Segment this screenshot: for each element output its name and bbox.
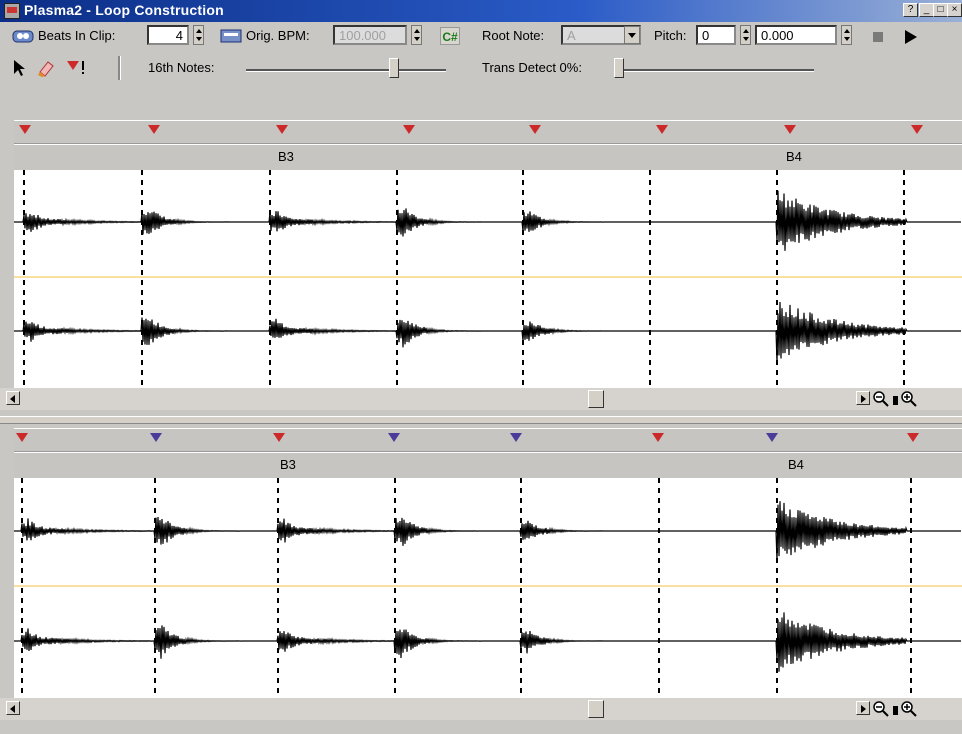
waveform-plot bbox=[14, 170, 962, 388]
stop-icon[interactable] bbox=[873, 32, 883, 42]
scroll-left-button[interactable] bbox=[6, 701, 20, 715]
app-icon[interactable] bbox=[4, 3, 20, 19]
slice-marker[interactable] bbox=[148, 125, 160, 134]
original-waveform-panel: B3 B4 bbox=[14, 120, 962, 388]
scroll-right-button[interactable] bbox=[856, 701, 870, 715]
slice-marker-blue[interactable] bbox=[510, 433, 522, 442]
scroll-thumb[interactable] bbox=[588, 700, 604, 718]
eraser-tool-icon[interactable] bbox=[36, 58, 56, 78]
bar-label: B3 bbox=[280, 457, 296, 472]
slice-marker[interactable] bbox=[529, 125, 541, 134]
bar-label: B4 bbox=[788, 457, 804, 472]
zoom-level-indicator bbox=[893, 706, 898, 715]
marker-tool-icon[interactable] bbox=[66, 59, 88, 77]
processed-waveform-panel: B3 B4 bbox=[14, 428, 962, 698]
slice-marker[interactable] bbox=[16, 433, 28, 442]
slice-marker[interactable] bbox=[656, 125, 668, 134]
root-note-select[interactable]: A bbox=[561, 25, 641, 45]
window-title: Plasma2 - Loop Construction bbox=[24, 2, 224, 18]
beats-in-clip-field[interactable]: 4 bbox=[147, 25, 189, 45]
minimize-button[interactable]: _ bbox=[919, 3, 934, 17]
marker-ruler[interactable]: B3 B4 bbox=[14, 428, 962, 479]
marker-ruler[interactable]: B3 B4 bbox=[14, 120, 962, 171]
toolbar-row-1: Beats In Clip: 4 Orig. BPM: 100.000 C# R… bbox=[0, 22, 962, 52]
pitch-semitones-field[interactable]: 0 bbox=[696, 25, 736, 45]
panel-divider[interactable] bbox=[0, 416, 962, 424]
sixteenth-notes-slider-thumb[interactable] bbox=[389, 58, 399, 78]
slice-marker-blue[interactable] bbox=[766, 433, 778, 442]
slice-marker-blue[interactable] bbox=[150, 433, 162, 442]
waveform-channel bbox=[14, 301, 961, 364]
slice-marker[interactable] bbox=[19, 125, 31, 134]
slice-marker[interactable] bbox=[403, 125, 415, 134]
close-button[interactable]: × bbox=[947, 3, 962, 17]
toolbar-separator bbox=[118, 56, 121, 80]
pitch-fine-field[interactable]: 0.000 bbox=[755, 25, 837, 45]
zoom-in-icon[interactable] bbox=[900, 390, 918, 408]
scroll-left-button[interactable] bbox=[6, 391, 20, 405]
waveform-view[interactable] bbox=[14, 170, 962, 388]
pitch-semitones-spinner[interactable] bbox=[740, 25, 751, 45]
slice-marker[interactable] bbox=[276, 125, 288, 134]
root-note-dropdown-icon[interactable] bbox=[624, 26, 640, 44]
trans-detect-slider-thumb[interactable] bbox=[614, 58, 624, 78]
scroll-right-button[interactable] bbox=[856, 391, 870, 405]
title-bar[interactable]: Plasma2 - Loop Construction ? _ □ × bbox=[0, 0, 962, 22]
bar-label: B4 bbox=[786, 149, 802, 164]
select-tool-icon[interactable] bbox=[12, 59, 26, 77]
scroll-thumb[interactable] bbox=[588, 390, 604, 408]
maximize-button[interactable]: □ bbox=[933, 3, 948, 17]
ruler-divider bbox=[14, 451, 962, 453]
horizontal-scrollbar[interactable] bbox=[0, 698, 962, 720]
trans-detect-label: Trans Detect 0%: bbox=[482, 60, 582, 75]
toolbar-row-2: 16th Notes: Trans Detect 0%: bbox=[0, 52, 962, 84]
help-button[interactable]: ? bbox=[903, 3, 918, 17]
beats-in-clip-label: Beats In Clip: bbox=[38, 28, 116, 43]
zoom-level-indicator bbox=[893, 396, 898, 405]
waveform-channel bbox=[14, 190, 961, 251]
key-icon[interactable]: C# bbox=[440, 27, 460, 45]
bpm-spinner[interactable] bbox=[411, 25, 422, 45]
horizontal-scrollbar[interactable] bbox=[0, 388, 962, 410]
loop-enable-icon[interactable] bbox=[12, 27, 34, 45]
trans-detect-slider-track[interactable] bbox=[614, 69, 814, 72]
waveform-plot bbox=[14, 478, 962, 698]
slice-marker[interactable] bbox=[652, 433, 664, 442]
pitch-fine-spinner[interactable] bbox=[841, 25, 852, 45]
bar-label: B3 bbox=[278, 149, 294, 164]
pitch-label: Pitch: bbox=[654, 28, 687, 43]
orig-bpm-field[interactable]: 100.000 bbox=[333, 25, 407, 45]
slice-marker[interactable] bbox=[273, 433, 285, 442]
waveform-view[interactable] bbox=[14, 478, 962, 698]
ruler-divider bbox=[14, 143, 962, 145]
zoom-out-icon[interactable] bbox=[872, 390, 890, 408]
waveform-channel bbox=[14, 501, 961, 563]
slice-marker[interactable] bbox=[911, 125, 923, 134]
tempo-icon[interactable] bbox=[220, 27, 242, 45]
orig-bpm-label: Orig. BPM: bbox=[246, 28, 310, 43]
zoom-out-icon[interactable] bbox=[872, 700, 890, 718]
sixteenth-notes-label: 16th Notes: bbox=[148, 60, 215, 75]
sixteenth-notes-slider-track[interactable] bbox=[246, 69, 446, 72]
slice-marker[interactable] bbox=[784, 125, 796, 134]
waveform-channel bbox=[14, 612, 961, 672]
root-note-label: Root Note: bbox=[482, 28, 545, 43]
slice-marker[interactable] bbox=[907, 433, 919, 442]
play-icon[interactable] bbox=[904, 29, 918, 45]
zoom-in-icon[interactable] bbox=[900, 700, 918, 718]
slice-marker-blue[interactable] bbox=[388, 433, 400, 442]
beats-spinner[interactable] bbox=[193, 25, 204, 45]
